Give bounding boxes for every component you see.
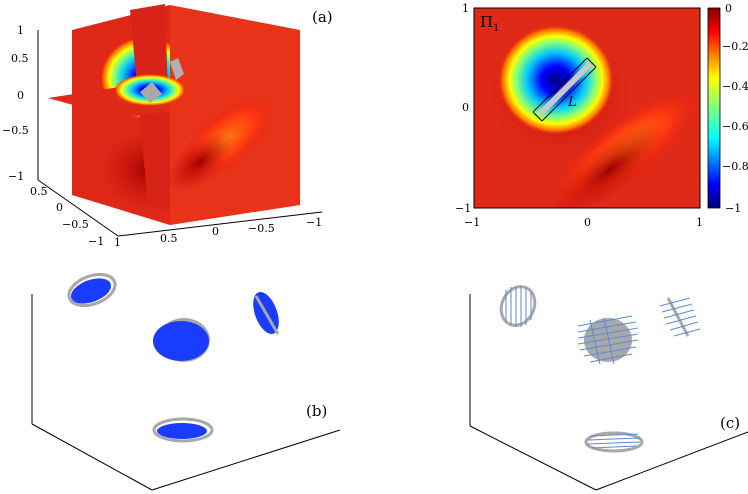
pi-xtick-3: 1: [696, 216, 703, 229]
colorbar-tick-4: −0.8: [722, 160, 748, 173]
c-axis-right: [595, 431, 748, 491]
c-disk-top-left-hatch: [505, 286, 532, 327]
a-xtick-3: 0: [212, 225, 219, 238]
panel-a-3d-slices: 1 0.5 0 −0.5 −1 0.5 0 −0.5 −1 1 0.5 0 −0…: [2, 4, 333, 249]
c-disk-bottom-hatch: [587, 433, 641, 449]
pi-segment-label: L: [567, 95, 577, 110]
b-axis-left: [31, 423, 153, 491]
a-gray-body: [140, 82, 162, 103]
pi-frame: [473, 7, 701, 209]
a-ytick-3: −0.5: [62, 218, 89, 231]
b-disk-top-left: [70, 278, 112, 304]
b-disk-bottom: [157, 423, 207, 439]
a-xtick-5: −1: [306, 216, 322, 229]
b-panel-label: (b): [306, 402, 327, 420]
pi-segment-gray: [537, 59, 595, 117]
colorbar-tick-1: −0.2: [722, 40, 748, 53]
pi-ytick-3: −1: [455, 202, 471, 215]
c-disk-top-left-ring: [499, 285, 537, 327]
c-axis-left: [469, 425, 597, 491]
a-ztick-2: 0.5: [11, 52, 29, 65]
a-ztick-4: −0.5: [2, 124, 29, 137]
colorbar-tick-3: −0.6: [722, 120, 748, 133]
a-ytick-2: 0: [56, 201, 63, 214]
colorbar-tick-2: −0.4: [722, 80, 748, 93]
a-xtick-1: 1: [114, 236, 121, 249]
a-ztick-5: −1: [8, 170, 24, 183]
a-gray-body-top: [170, 58, 184, 80]
a-xtick-4: −0.5: [248, 222, 275, 235]
c-disk-bottom-ring: [584, 431, 644, 453]
pi-segment-cap-b: [586, 57, 597, 68]
b-axis-right: [151, 429, 341, 491]
a-xtick-2: 0.5: [160, 232, 178, 245]
b-disk-center: [153, 321, 209, 361]
pi-xtick-1: −1: [464, 216, 480, 229]
pi-segment-bracket-a: [532, 57, 588, 113]
colorbar-tick-5: −1: [725, 202, 741, 215]
a-side-dark: [166, 132, 234, 192]
c-disk-right-hatch: [659, 297, 701, 337]
pi-well: [498, 25, 614, 135]
a-ztick-1: 1: [17, 24, 24, 37]
pi-ytick-1: 1: [462, 2, 469, 15]
pi-dark-band: [552, 122, 668, 208]
a-ztick-3: 0: [17, 89, 24, 102]
a-ytick-4: −1: [88, 235, 104, 248]
panel-pi1-heatmap: L Π1 1 0 −1 −1 0 1 0 −0.2 −0.4 −0.6 −0.8…: [455, 2, 748, 229]
a-x-axis: [117, 211, 323, 237]
colorbar-tick-0: 0: [725, 2, 732, 15]
b-disk-bottom-ring: [152, 417, 214, 443]
b-disk-right-rod: [254, 295, 280, 335]
a-y-axis: [37, 179, 119, 237]
panel-b-disks: (b): [31, 272, 341, 491]
a-panel-label: (a): [312, 8, 333, 26]
pi-segment-bracket-b: [541, 66, 597, 122]
b-disk-top-left-ring: [67, 272, 117, 308]
c-disk-right-rod: [666, 297, 690, 337]
pi-ytick-2: 0: [462, 101, 469, 114]
colorbar: [707, 7, 721, 209]
pi-segment-cap-a: [532, 111, 543, 122]
a-ytick-1: 0.5: [30, 185, 48, 198]
c-panel-label: (c): [720, 414, 740, 432]
pi-title: Π1: [480, 13, 499, 34]
pi-xtick-2: 0: [584, 216, 591, 229]
c-disk-center-hatch: [577, 315, 639, 365]
panel-c-hatched-disks: (c): [469, 285, 748, 491]
